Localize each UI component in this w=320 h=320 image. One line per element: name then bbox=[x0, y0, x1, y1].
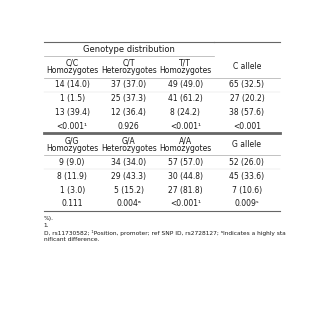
Text: 1 (3.0): 1 (3.0) bbox=[60, 186, 85, 195]
Text: 13 (39.4): 13 (39.4) bbox=[55, 108, 90, 117]
Text: 45 (33.6): 45 (33.6) bbox=[229, 172, 265, 181]
Text: 25 (37.3): 25 (37.3) bbox=[111, 94, 146, 103]
Text: 0.004ᵃ: 0.004ᵃ bbox=[116, 199, 141, 208]
Text: A/A: A/A bbox=[179, 136, 192, 145]
Text: <0.001¹: <0.001¹ bbox=[170, 122, 201, 131]
Text: 57 (57.0): 57 (57.0) bbox=[168, 158, 203, 167]
Text: 0.111: 0.111 bbox=[61, 199, 83, 208]
Text: 9 (9.0): 9 (9.0) bbox=[60, 158, 85, 167]
Text: Genotype distribution: Genotype distribution bbox=[83, 45, 175, 54]
Text: 12 (36.4): 12 (36.4) bbox=[111, 108, 146, 117]
Text: 27 (20.2): 27 (20.2) bbox=[229, 94, 264, 103]
Text: 41 (61.2): 41 (61.2) bbox=[168, 94, 203, 103]
Text: G/G: G/G bbox=[65, 136, 79, 145]
Text: 8 (11.9): 8 (11.9) bbox=[57, 172, 87, 181]
Text: 52 (26.0): 52 (26.0) bbox=[229, 158, 264, 167]
Text: G allele: G allele bbox=[232, 140, 261, 149]
Text: 14 (14.0): 14 (14.0) bbox=[55, 80, 90, 89]
Text: 49 (49.0): 49 (49.0) bbox=[168, 80, 203, 89]
Text: <0.001¹: <0.001¹ bbox=[170, 199, 201, 208]
Text: T/T: T/T bbox=[180, 59, 191, 68]
Text: 7 (10.6): 7 (10.6) bbox=[232, 186, 262, 195]
Text: nificant difference.: nificant difference. bbox=[44, 237, 100, 242]
Text: C/T: C/T bbox=[123, 59, 135, 68]
Text: Homozygotes: Homozygotes bbox=[46, 66, 98, 75]
Text: 38 (57.6): 38 (57.6) bbox=[229, 108, 264, 117]
Text: 29 (43.3): 29 (43.3) bbox=[111, 172, 146, 181]
Text: 30 (44.8): 30 (44.8) bbox=[168, 172, 203, 181]
Text: 1 (1.5): 1 (1.5) bbox=[60, 94, 85, 103]
Text: Homozygotes: Homozygotes bbox=[46, 144, 98, 153]
Text: 34 (34.0): 34 (34.0) bbox=[111, 158, 146, 167]
Text: Homozygotes: Homozygotes bbox=[159, 66, 212, 75]
Text: C allele: C allele bbox=[233, 62, 261, 71]
Text: Homozygotes: Homozygotes bbox=[159, 144, 212, 153]
Text: Heterozygotes: Heterozygotes bbox=[101, 66, 156, 75]
Text: 37 (37.0): 37 (37.0) bbox=[111, 80, 146, 89]
Text: 0.009ˢ: 0.009ˢ bbox=[235, 199, 259, 208]
Text: 5 (15.2): 5 (15.2) bbox=[114, 186, 144, 195]
Text: 1.: 1. bbox=[44, 223, 49, 228]
Text: G/A: G/A bbox=[122, 136, 136, 145]
Text: D, rs11730582; ¹Position, promoter; ref SNP ID, rs2728127; ᵃIndicates a highly s: D, rs11730582; ¹Position, promoter; ref … bbox=[44, 230, 286, 236]
Text: 65 (32.5): 65 (32.5) bbox=[229, 80, 264, 89]
Text: %).: %). bbox=[44, 216, 54, 221]
Text: <0.001: <0.001 bbox=[233, 122, 261, 131]
Text: 0.926: 0.926 bbox=[118, 122, 140, 131]
Text: <0.001¹: <0.001¹ bbox=[57, 122, 88, 131]
Text: 8 (24.2): 8 (24.2) bbox=[170, 108, 200, 117]
Text: C/C: C/C bbox=[66, 59, 79, 68]
Text: Heterozygotes: Heterozygotes bbox=[101, 144, 156, 153]
Text: 27 (81.8): 27 (81.8) bbox=[168, 186, 203, 195]
